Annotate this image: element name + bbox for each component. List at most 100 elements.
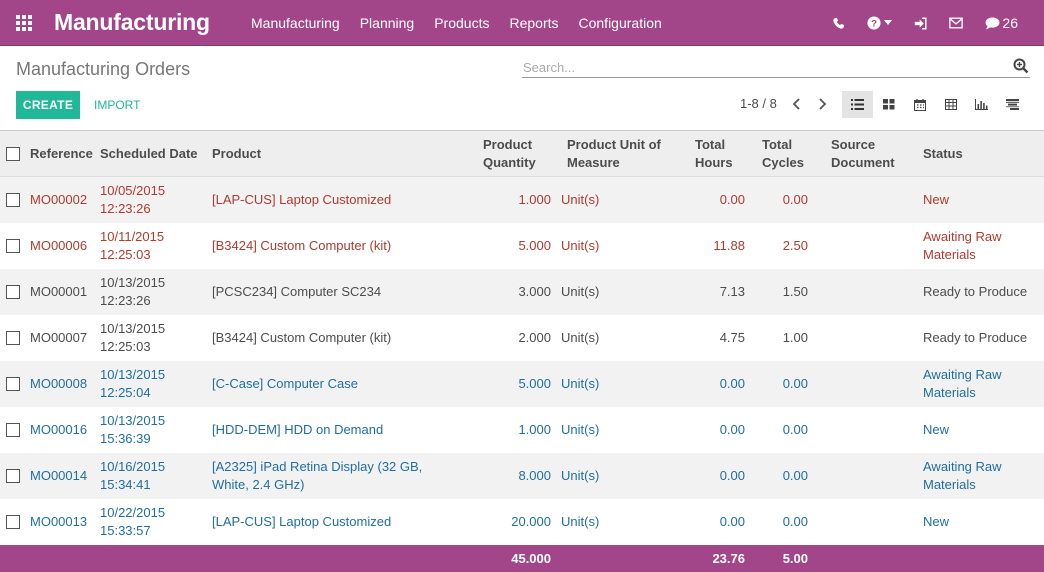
cell-scheduled-date[interactable]: 10/16/2015 15:34:41	[94, 453, 206, 499]
cell-status[interactable]: Ready to Produce	[923, 283, 1028, 299]
column-unit-of-measure[interactable]: Product Unit of Measure	[557, 131, 685, 177]
cell-scheduled-date[interactable]: 10/05/2015 12:23:26	[94, 177, 206, 223]
cell-source-document[interactable]	[820, 269, 917, 315]
cell-scheduled-date[interactable]: 10/13/2015 12:25:03	[94, 315, 206, 361]
cell-status[interactable]: New	[923, 191, 950, 207]
cell-unit-of-measure[interactable]: Unit(s)	[561, 513, 600, 529]
cell-source-document[interactable]	[820, 453, 917, 499]
column-product-quantity[interactable]: Product Quantity	[465, 131, 557, 177]
pager-value[interactable]: 1-8 / 8	[740, 96, 777, 111]
select-all-checkbox[interactable]	[6, 146, 20, 161]
column-source-document[interactable]: Source Document	[820, 131, 917, 177]
cell-scheduled-date[interactable]: 10/22/2015 15:33:57	[94, 499, 206, 545]
table-row[interactable]: MO00007 10/13/2015 12:25:03 [B3424] Custom …	[0, 315, 1044, 361]
list-view-button[interactable]	[842, 91, 873, 118]
cell-total-cycles[interactable]: 1.00	[782, 329, 808, 345]
cell-product[interactable]: [LAP-CUS] Laptop Customized	[212, 513, 392, 529]
cell-unit-of-measure[interactable]: Unit(s)	[561, 375, 600, 391]
cell-reference[interactable]: MO00014	[30, 467, 88, 483]
cell-product[interactable]: [LAP-CUS] Laptop Customized	[212, 191, 392, 207]
cell-unit-of-measure[interactable]: Unit(s)	[561, 191, 600, 207]
cell-total-cycles[interactable]: 2.50	[782, 237, 808, 253]
cell-reference[interactable]: MO00016	[30, 421, 88, 437]
help-dropdown[interactable]: ?	[856, 0, 903, 46]
cell-scheduled-date[interactable]: 10/13/2015 12:23:26	[94, 269, 206, 315]
row-checkbox[interactable]	[6, 284, 20, 299]
cell-status[interactable]: New	[923, 421, 950, 437]
cell-product[interactable]: [B3424] Custom Computer (kit)	[212, 329, 392, 345]
menu-products[interactable]: Products	[434, 15, 490, 31]
table-row[interactable]: MO00001 10/13/2015 12:23:26 [PCSC234] Compu…	[0, 268, 1044, 315]
row-checkbox[interactable]	[6, 376, 20, 391]
cell-total-cycles[interactable]: 0.00	[782, 421, 808, 437]
kanban-view-button[interactable]	[873, 91, 904, 118]
column-total-cycles[interactable]: Total Cycles	[751, 131, 820, 177]
cell-total-hours[interactable]: 7.13	[719, 283, 745, 299]
cell-reference[interactable]: MO00008	[30, 375, 88, 391]
cell-quantity[interactable]: 1.000	[518, 421, 551, 437]
table-row[interactable]: MO00002 10/05/2015 12:23:26 [LAP-CUS] Lapto…	[0, 176, 1044, 223]
cell-quantity[interactable]: 5.000	[518, 375, 551, 391]
cell-source-document[interactable]	[820, 315, 917, 361]
cell-total-hours[interactable]: 4.75	[719, 329, 745, 345]
menu-configuration[interactable]: Configuration	[578, 15, 662, 31]
cell-scheduled-date[interactable]: 10/11/2015 12:25:03	[94, 223, 206, 269]
cell-reference[interactable]: MO00006	[30, 237, 88, 253]
pager-previous-icon[interactable]	[788, 95, 806, 113]
cell-product[interactable]: [PCSC234] Computer SC234	[212, 283, 382, 299]
cell-source-document[interactable]	[820, 223, 917, 269]
apps-grid-icon[interactable]	[14, 13, 34, 33]
table-row[interactable]: MO00013 10/22/2015 15:33:57 [LAP-CUS] Lapto…	[0, 499, 1044, 545]
column-product[interactable]: Product	[212, 145, 262, 161]
cell-total-cycles[interactable]: 0.00	[782, 375, 808, 391]
calendar-view-button[interactable]	[904, 91, 935, 118]
import-button[interactable]: IMPORT	[94, 98, 141, 112]
cell-reference[interactable]: MO00002	[30, 191, 88, 207]
cell-total-hours[interactable]: 0.00	[719, 513, 745, 529]
cell-quantity[interactable]: 5.000	[518, 237, 551, 253]
cell-status[interactable]: Awaiting Raw Materials	[923, 458, 1002, 492]
search-input[interactable]	[522, 55, 1002, 77]
cell-unit-of-measure[interactable]: Unit(s)	[561, 329, 600, 345]
row-checkbox[interactable]	[6, 422, 20, 437]
search-icon[interactable]	[1013, 58, 1029, 74]
cell-status[interactable]: New	[923, 513, 950, 529]
create-button[interactable]: CREATE	[16, 91, 80, 119]
table-row[interactable]: MO00016 10/13/2015 15:36:39 [HDD-DEM] HDD o…	[0, 407, 1044, 453]
row-checkbox[interactable]	[6, 514, 20, 529]
cell-total-hours[interactable]: 0.00	[719, 375, 745, 391]
sign-in-icon[interactable]	[903, 0, 938, 46]
column-scheduled-date[interactable]: Scheduled Date	[100, 145, 198, 161]
cell-product[interactable]: [HDD-DEM] HDD on Demand	[212, 421, 384, 437]
column-total-hours[interactable]: Total Hours	[685, 131, 751, 177]
cell-product[interactable]: [B3424] Custom Computer (kit)	[212, 237, 392, 253]
cell-product[interactable]: [A2325] iPad Retina Display (32 GB, Whit…	[212, 458, 423, 492]
row-checkbox[interactable]	[6, 330, 20, 345]
cell-unit-of-measure[interactable]: Unit(s)	[561, 237, 600, 253]
cell-source-document[interactable]	[820, 407, 917, 453]
cell-total-cycles[interactable]: 0.00	[782, 191, 808, 207]
cell-total-cycles[interactable]: 0.00	[782, 467, 808, 483]
table-row[interactable]: MO00008 10/13/2015 12:25:04 [C-Case] Comput…	[0, 360, 1044, 407]
cell-total-hours[interactable]: 0.00	[719, 421, 745, 437]
column-status[interactable]: Status	[923, 145, 963, 161]
pivot-view-button[interactable]	[935, 91, 966, 118]
cell-quantity[interactable]: 8.000	[518, 467, 551, 483]
cell-unit-of-measure[interactable]: Unit(s)	[561, 421, 600, 437]
cell-reference[interactable]: MO00001	[30, 283, 88, 299]
gantt-view-button[interactable]	[997, 91, 1028, 118]
menu-manufacturing[interactable]: Manufacturing	[251, 15, 340, 31]
mail-icon[interactable]	[938, 0, 974, 46]
cell-quantity[interactable]: 1.000	[518, 191, 551, 207]
row-checkbox[interactable]	[6, 192, 20, 207]
cell-unit-of-measure[interactable]: Unit(s)	[561, 467, 600, 483]
row-checkbox[interactable]	[6, 238, 20, 253]
row-checkbox[interactable]	[6, 468, 20, 483]
cell-total-cycles[interactable]: 1.50	[782, 283, 808, 299]
pager-next-icon[interactable]	[813, 95, 831, 113]
cell-source-document[interactable]	[820, 361, 917, 407]
cell-reference[interactable]: MO00013	[30, 513, 88, 529]
cell-total-hours[interactable]: 11.88	[713, 237, 745, 253]
cell-total-hours[interactable]: 0.00	[719, 467, 745, 483]
cell-status[interactable]: Awaiting Raw Materials	[923, 366, 1002, 400]
